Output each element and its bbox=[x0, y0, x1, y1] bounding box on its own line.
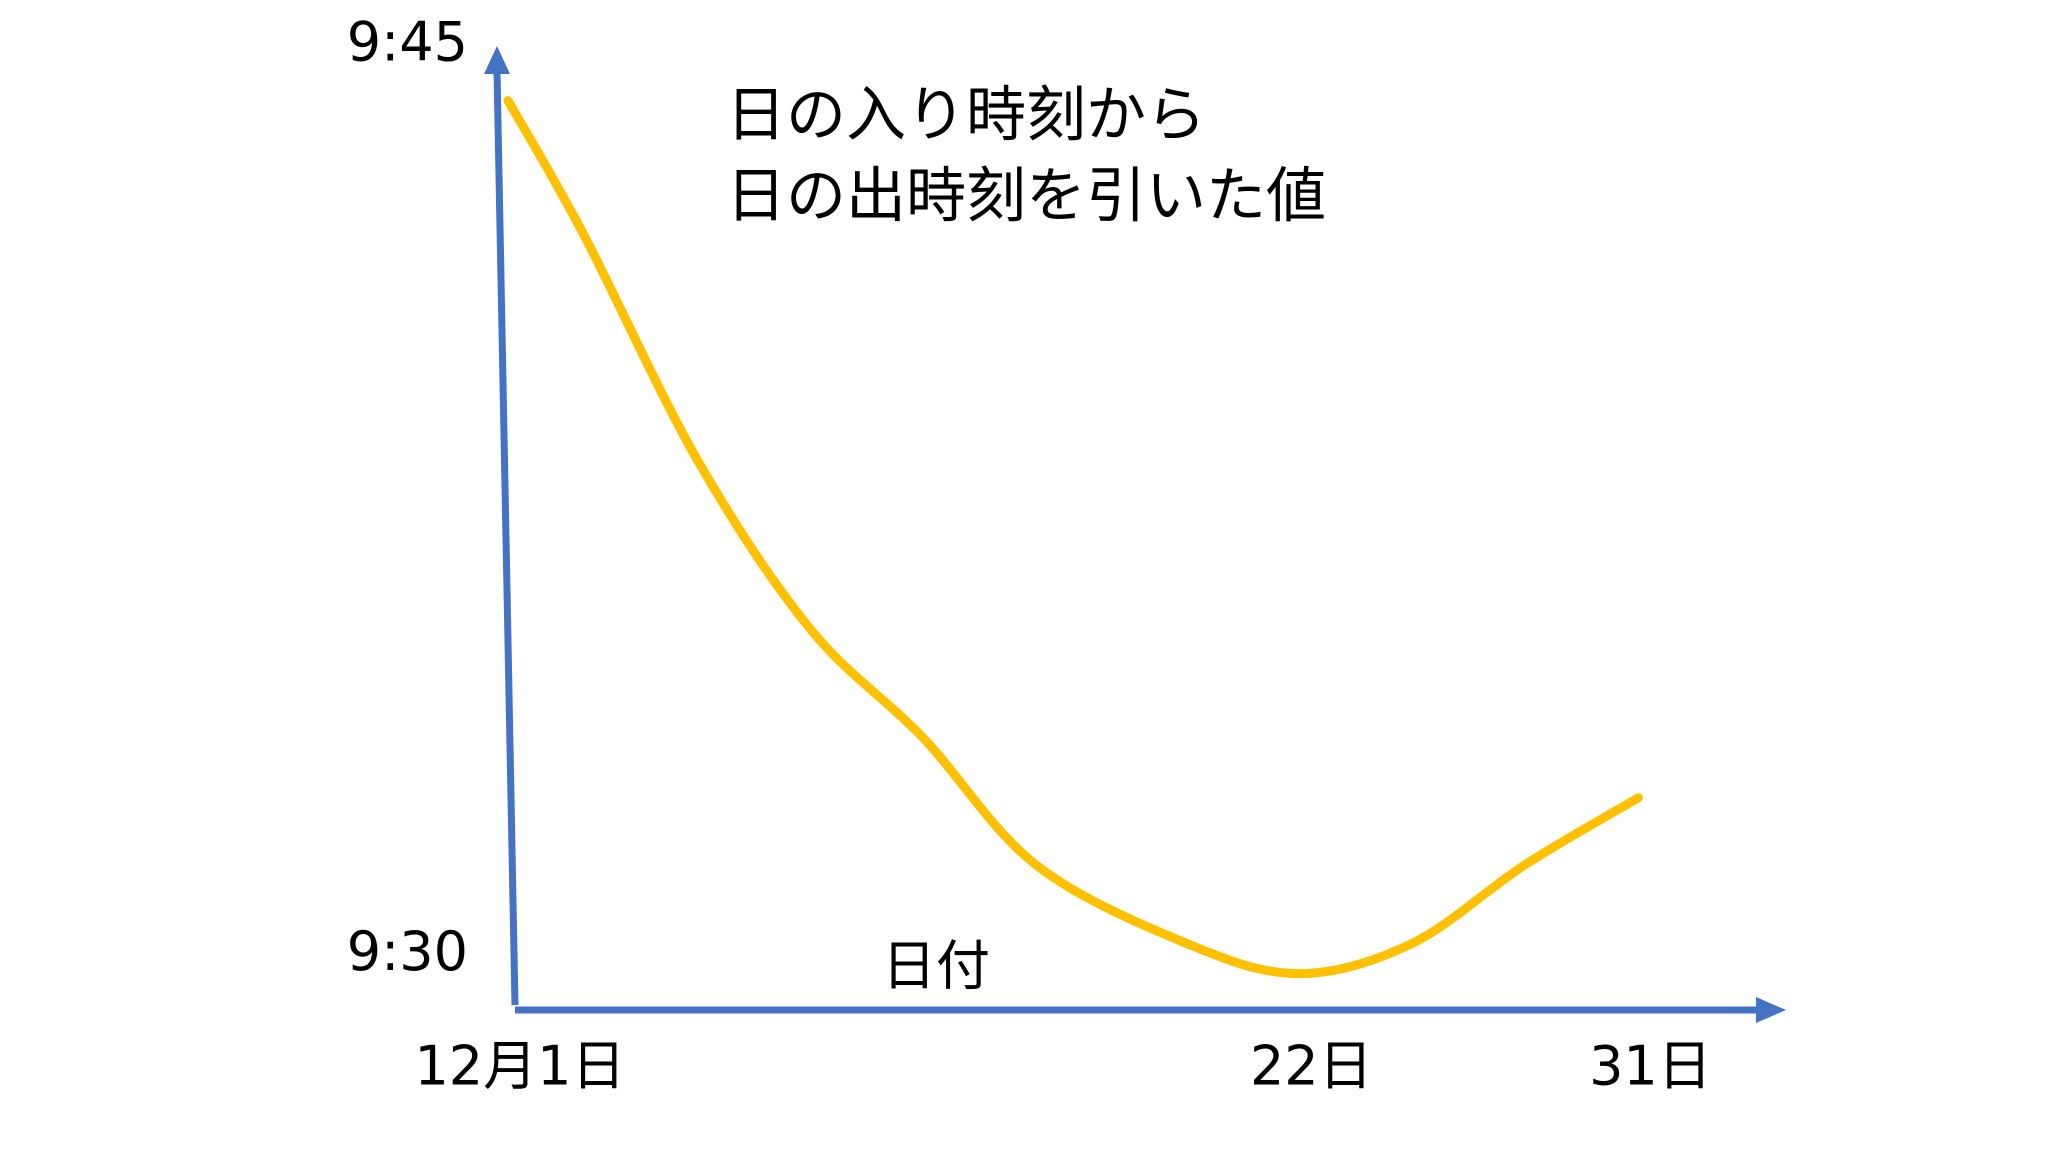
y-axis-arrow bbox=[484, 46, 510, 74]
x-axis-arrow bbox=[1756, 997, 1786, 1023]
x-tick-label: 22日 bbox=[1250, 1035, 1373, 1098]
x-axis-label: 日付 bbox=[882, 935, 990, 998]
chart-title: 日の出時刻を引いた値 bbox=[726, 162, 1326, 232]
data-line bbox=[503, 96, 1643, 979]
y-axis bbox=[493, 70, 519, 1006]
chart-title: 日の入り時刻から bbox=[726, 81, 1206, 151]
x-tick-label: 12月1日 bbox=[414, 1035, 625, 1098]
y-tick-label: 9:30 bbox=[347, 920, 468, 983]
x-tick-label: 31日 bbox=[1589, 1035, 1712, 1098]
y-tick-label: 9:45 bbox=[347, 11, 468, 74]
